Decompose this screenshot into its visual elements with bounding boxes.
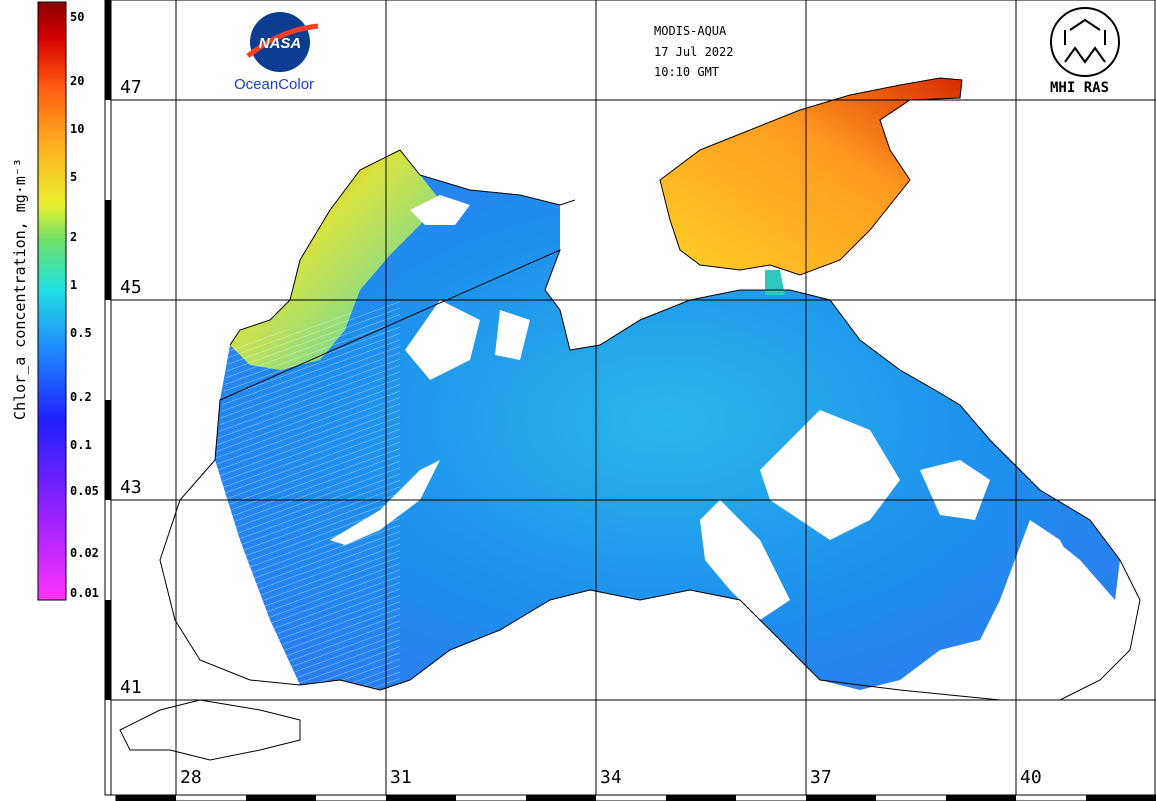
lon-label-40: 40 — [1018, 767, 1044, 788]
cb-tick-0.1: 0.1 — [70, 438, 92, 452]
nasa-wordmark: NASA — [259, 35, 302, 52]
mhi-logo — [1050, 7, 1120, 77]
lat-scale-bar — [104, 0, 112, 796]
lon-label-34: 34 — [598, 767, 624, 788]
graticule — [105, 0, 1156, 795]
cb-tick-10: 10 — [70, 122, 85, 136]
lat-label-43: 43 — [118, 477, 144, 498]
cb-tick-0.05: 0.05 — [70, 484, 99, 498]
nasa-logo: NASA — [246, 12, 319, 72]
cb-tick-5: 5 — [70, 170, 78, 184]
lon-label-37: 37 — [808, 767, 834, 788]
lon-scale-bar — [115, 794, 1156, 801]
sensor-name: MODIS-AQUA — [654, 24, 727, 38]
lat-label-45: 45 — [118, 277, 144, 298]
mhi-ras-label: MHI RAS — [1050, 80, 1110, 96]
lat-label-47: 47 — [118, 77, 144, 98]
nw-shelf-bloom — [230, 150, 440, 370]
cb-tick-20: 20 — [70, 74, 85, 88]
lat-label-41: 41 — [118, 677, 144, 698]
cb-tick-0.01: 0.01 — [70, 586, 99, 600]
image-date: 17 Jul 2022 — [654, 45, 734, 59]
cb-tick-1: 1 — [70, 278, 78, 292]
lon-label-28: 28 — [178, 767, 204, 788]
cb-tick-50: 50 — [70, 10, 85, 24]
image-time: 10:10 GMT — [654, 65, 720, 79]
black-sea-chlorophyll — [215, 150, 1120, 690]
cb-tick-0.5: 0.5 — [70, 326, 92, 340]
cb-tick-0.02: 0.02 — [70, 546, 99, 560]
lon-label-31: 31 — [388, 767, 414, 788]
azov-sea-chlorophyll — [660, 78, 962, 275]
cb-tick-0.2: 0.2 — [70, 390, 92, 404]
colorbar-gradient — [37, 1, 67, 601]
colorbar-label: Chlor_a concentration, mg·m⁻³ — [11, 158, 29, 420]
cb-tick-2: 2 — [70, 230, 78, 244]
oceancolor-label: OceanColor — [234, 76, 315, 93]
